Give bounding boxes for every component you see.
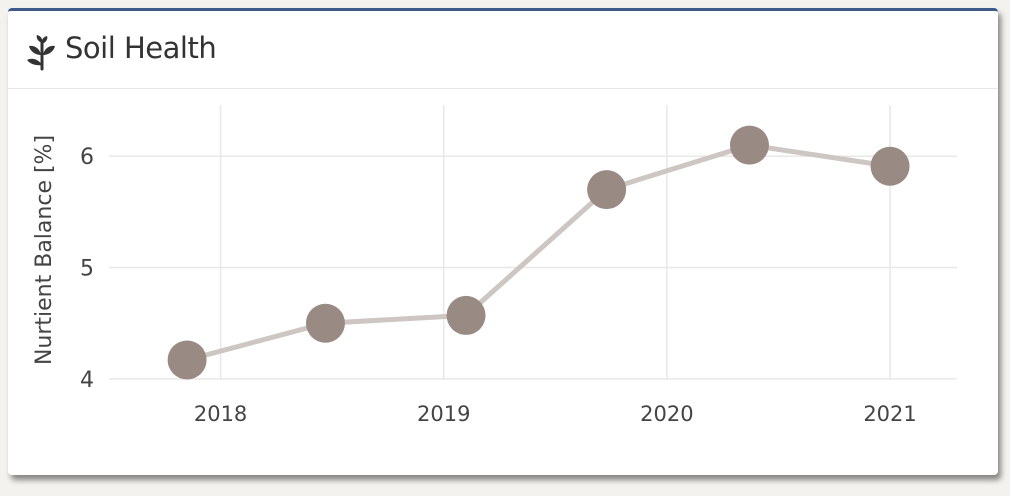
card-header: Soil Health — [8, 11, 998, 89]
sprout-icon — [27, 35, 55, 71]
x-tick-label: 2018 — [194, 402, 247, 426]
series-line — [186, 142, 891, 363]
x-axis-ticks: 2018 2019 2020 2021 — [194, 402, 917, 426]
data-point — [167, 340, 207, 380]
soil-health-card: Soil Health — [8, 8, 998, 475]
y-tick-label: 5 — [80, 257, 94, 282]
data-point — [729, 125, 769, 165]
data-point — [305, 303, 345, 343]
y-axis-label: Nurtient Balance [%] — [32, 135, 57, 365]
y-tick-label: 4 — [80, 368, 94, 393]
chart-grid — [109, 105, 957, 380]
x-tick-label: 2019 — [417, 402, 470, 426]
x-tick-label: 2021 — [863, 402, 916, 426]
data-point — [446, 295, 486, 335]
data-point — [587, 170, 627, 210]
data-point — [870, 146, 910, 186]
x-tick-label: 2020 — [640, 402, 693, 426]
data-points — [167, 125, 910, 380]
panel-title: Soil Health — [65, 31, 217, 65]
y-axis-ticks: 4 5 6 — [80, 145, 94, 393]
y-tick-label: 6 — [80, 145, 94, 170]
